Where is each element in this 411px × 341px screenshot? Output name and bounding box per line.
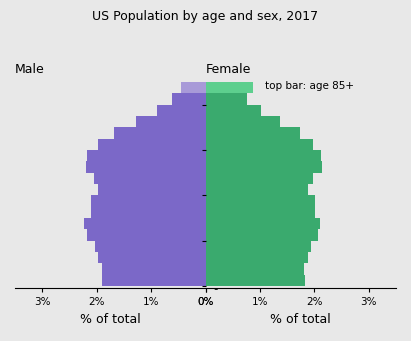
- Text: US Population by age and sex, 2017: US Population by age and sex, 2017: [92, 10, 319, 23]
- Bar: [206, 218, 320, 229]
- Bar: [181, 82, 206, 93]
- Bar: [206, 105, 261, 116]
- Bar: [206, 252, 308, 264]
- Bar: [206, 241, 311, 252]
- Bar: [91, 207, 206, 218]
- Bar: [88, 150, 206, 162]
- Bar: [206, 184, 308, 195]
- Bar: [206, 229, 318, 241]
- Bar: [206, 116, 280, 128]
- Bar: [206, 173, 313, 184]
- Bar: [206, 264, 304, 275]
- Bar: [98, 184, 206, 195]
- Bar: [206, 162, 322, 173]
- X-axis label: % of total: % of total: [80, 313, 141, 326]
- Bar: [172, 93, 206, 105]
- Text: top bar: age 85+: top bar: age 85+: [266, 80, 354, 91]
- Bar: [98, 139, 206, 150]
- Bar: [136, 116, 206, 128]
- Bar: [102, 264, 206, 275]
- Bar: [94, 173, 206, 184]
- Bar: [206, 139, 313, 150]
- Bar: [206, 150, 321, 162]
- Bar: [206, 207, 315, 218]
- Bar: [95, 241, 206, 252]
- X-axis label: % of total: % of total: [270, 313, 331, 326]
- Bar: [206, 128, 300, 139]
- Text: Male: Male: [15, 63, 45, 76]
- Bar: [157, 105, 206, 116]
- Bar: [206, 82, 254, 93]
- Bar: [206, 195, 315, 207]
- Bar: [88, 229, 206, 241]
- Bar: [91, 195, 206, 207]
- Bar: [86, 162, 206, 173]
- Bar: [206, 93, 247, 105]
- Bar: [102, 275, 206, 286]
- Bar: [113, 128, 206, 139]
- Bar: [84, 218, 206, 229]
- Text: Female: Female: [206, 63, 251, 76]
- Bar: [98, 252, 206, 264]
- Bar: [206, 275, 305, 286]
